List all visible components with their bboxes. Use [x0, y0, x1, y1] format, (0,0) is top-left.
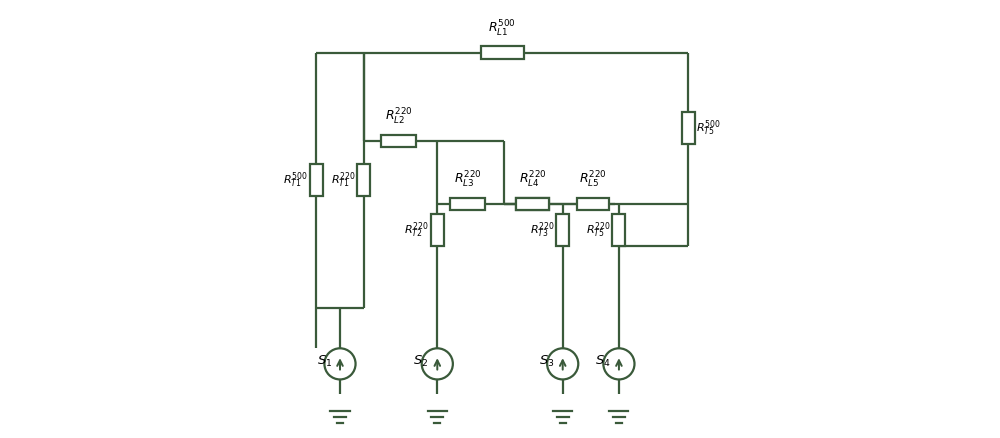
Text: $R_{T5}^{500}$: $R_{T5}^{500}$	[696, 118, 721, 138]
Text: $R_{T3}^{220}$: $R_{T3}^{220}$	[530, 220, 554, 240]
Bar	[556, 214, 569, 246]
Text: $R_{L4}^{220}$: $R_{L4}^{220}$	[519, 170, 546, 190]
Bar	[682, 112, 695, 145]
Bar	[481, 46, 524, 59]
Text: $R_{T2}^{220}$: $R_{T2}^{220}$	[404, 220, 429, 240]
Text: $R_{T5}^{220}$: $R_{T5}^{220}$	[586, 220, 611, 240]
Text: $R_{L5}^{220}$: $R_{L5}^{220}$	[579, 170, 607, 190]
Bar	[612, 214, 625, 246]
Text: $S_{4}$: $S_{4}$	[595, 354, 610, 369]
Bar	[516, 198, 549, 210]
Bar	[357, 164, 370, 196]
Text: $R_{T1}^{500}$: $R_{T1}^{500}$	[283, 170, 308, 190]
Bar	[310, 164, 323, 196]
Bar	[431, 214, 444, 246]
Text: $R_{L2}^{220}$: $R_{L2}^{220}$	[385, 107, 412, 127]
Text: $R_{T1}^{220}$: $R_{T1}^{220}$	[331, 170, 355, 190]
Text: $S_{2}$: $S_{2}$	[413, 354, 429, 369]
Bar	[450, 198, 485, 210]
Text: $R_{L3}^{220}$: $R_{L3}^{220}$	[454, 170, 481, 190]
Text: $R_{L1}^{500}$: $R_{L1}^{500}$	[488, 19, 516, 39]
Bar	[381, 135, 416, 147]
Bar	[516, 198, 549, 210]
Text: $S_{1}$: $S_{1}$	[317, 354, 333, 369]
Text: $S_{3}$: $S_{3}$	[539, 354, 554, 369]
Bar	[577, 198, 609, 210]
